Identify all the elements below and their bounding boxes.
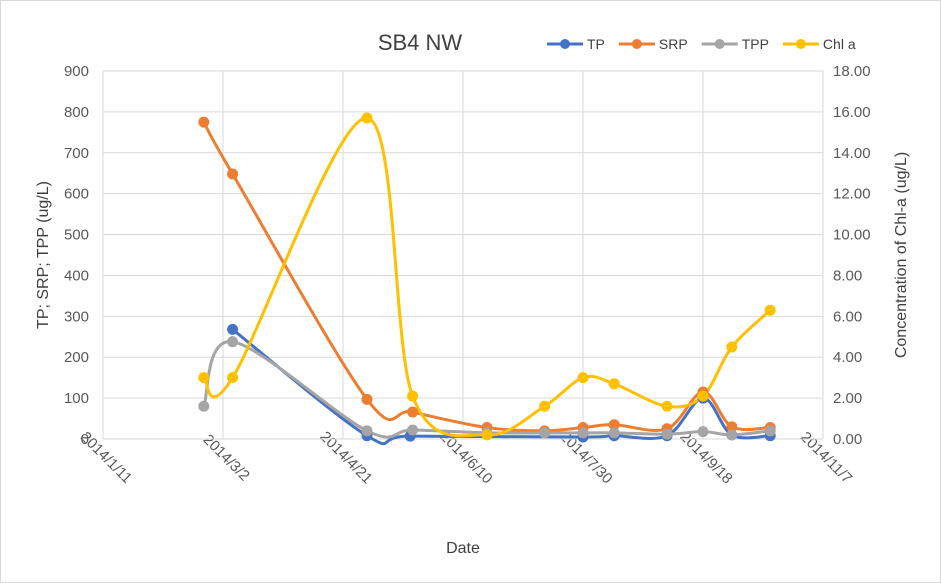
y-right-tick-label: 4.00 [833, 349, 862, 366]
srp-series-line [202, 120, 772, 433]
y-left-tick-label: 800 [64, 104, 89, 121]
chl-a-data-point [661, 400, 673, 412]
tpp-data-point [227, 336, 239, 348]
chl-a-data-point [481, 429, 493, 441]
y-left-tick-label: 500 [64, 227, 89, 244]
chl-a-legend-label: Chl a [823, 36, 856, 52]
chl-a-data-point [577, 372, 589, 384]
srp-legend-label: SRP [659, 36, 688, 52]
srp-legend-marker [631, 39, 642, 49]
tpp-data-point [764, 425, 776, 437]
y-axis-right-title: Concentration of Chl-a (ug/L) [893, 152, 910, 358]
series-lines [202, 116, 772, 446]
tpp-data-point [608, 427, 620, 439]
tpp-data-point [407, 424, 419, 436]
y-right-tick-label: 6.00 [833, 308, 862, 325]
y-left-tick-label: 900 [64, 63, 89, 80]
y-right-tick-label: 18.00 [833, 63, 871, 80]
y-left-tick-label: 200 [64, 349, 89, 366]
chart-title: SB4 NW [378, 30, 463, 55]
chl-a-data-point [697, 390, 709, 402]
chl-a-data-point [361, 112, 373, 124]
y-left-tick-label: 300 [64, 308, 89, 325]
chl-a-data-point [726, 341, 738, 353]
y-right-tick-label: 16.00 [833, 104, 871, 121]
tpp-data-point [198, 400, 210, 412]
tp-series-line [231, 327, 772, 446]
y-right-tick-label: 2.00 [833, 390, 862, 407]
chl-a-series-line [202, 116, 772, 438]
chl-a-data-point [764, 304, 776, 316]
tp-legend-marker [560, 39, 570, 49]
y-right-tick-label: 12.00 [833, 186, 871, 203]
y-right-tick-label: 10.00 [833, 227, 871, 244]
srp-data-point [198, 116, 210, 128]
y-left-tick-label: 400 [64, 267, 89, 284]
y-right-tick-label: 14.00 [833, 145, 871, 162]
tpp-data-point [361, 425, 373, 437]
y-left-tick-label: 0 [81, 431, 89, 448]
series-markers [198, 112, 776, 443]
chl-a-data-point [539, 400, 551, 412]
y-right-tick-label: 8.00 [833, 267, 862, 284]
chl-a-legend-marker [795, 39, 806, 49]
srp-data-point [361, 393, 373, 405]
tpp-legend-label: TPP [742, 36, 769, 52]
chl-a-data-point [198, 372, 210, 384]
chl-a-data-point [227, 372, 239, 384]
tp-legend-label: TP [587, 36, 605, 52]
y-left-tick-label: 600 [64, 186, 89, 203]
tpp-data-point [726, 429, 738, 441]
gridlines [102, 70, 824, 439]
tpp-data-point [539, 427, 551, 439]
y-axis-left-title: TP; SRP; TPP (ug/L) [35, 181, 52, 329]
srp-data-point [407, 406, 419, 418]
srp-data-point [227, 168, 239, 180]
y-left-tick-label: 100 [64, 390, 89, 407]
tpp-data-point [661, 428, 673, 440]
y-right-tick-label: 0.00 [833, 431, 862, 448]
legend: TP SRP TPP Chl a [547, 36, 856, 52]
tpp-data-point [697, 426, 709, 438]
chl-a-data-point [407, 390, 419, 402]
tpp-data-point [577, 427, 589, 439]
x-axis-title: Date [446, 540, 480, 557]
x-tick-label: 2014/1/11 [77, 429, 135, 487]
tpp-legend-marker [714, 39, 725, 49]
chl-a-data-point [608, 378, 620, 390]
y-left-tick-label: 700 [64, 145, 89, 162]
tp-data-point [227, 323, 239, 335]
